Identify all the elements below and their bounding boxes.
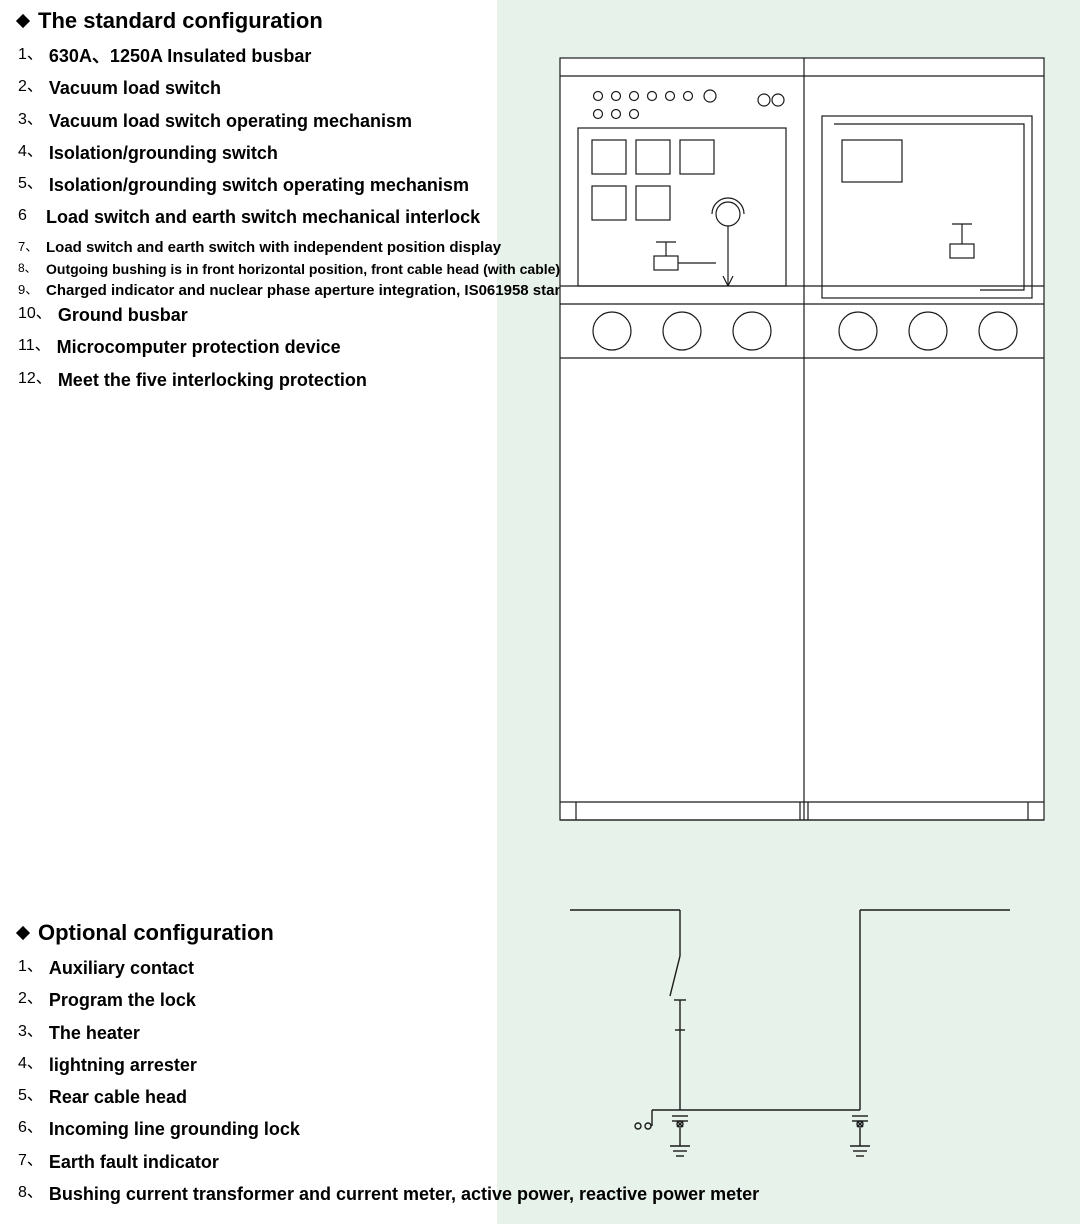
list-number: 1、 [18, 956, 43, 978]
list-number: 6、 [18, 1117, 43, 1139]
list-text: Earth fault indicator [49, 1150, 219, 1174]
list-text: Outgoing bushing is in front horizontal … [46, 260, 560, 279]
list-number: 2、 [18, 988, 43, 1010]
list-text: Isolation/grounding switch operating mec… [49, 173, 469, 197]
list-text: Program the lock [49, 988, 196, 1012]
list-text: Load switch and earth switch mechanical … [46, 205, 480, 229]
cabinet-diagram [558, 56, 1046, 832]
list-number: 2、 [18, 76, 43, 98]
list-number: 8、 [18, 260, 40, 276]
diamond-bullet-icon [16, 926, 30, 940]
list-text: Vacuum load switch [49, 76, 221, 100]
list-number: 1、 [18, 44, 43, 66]
list-number: 10、 [18, 303, 52, 325]
list-number: 6 [18, 205, 40, 227]
list-number: 3、 [18, 109, 43, 131]
list-number: 8、 [18, 1182, 43, 1204]
diamond-bullet-icon [16, 14, 30, 28]
list-number: 12、 [18, 368, 52, 390]
list-text: The heater [49, 1021, 140, 1045]
list-number: 7、 [18, 238, 40, 256]
list-number: 11、 [18, 335, 51, 357]
list-text: Charged indicator and nuclear phase aper… [46, 281, 596, 301]
list-text: Isolation/grounding switch [49, 141, 278, 165]
list-text: lightning arrester [49, 1053, 197, 1077]
list-number: 7、 [18, 1150, 43, 1172]
list-text: Ground busbar [58, 303, 188, 327]
section2-title-text: Optional configuration [38, 920, 274, 946]
circuit-diagram [560, 900, 1020, 1200]
list-text: Meet the five interlocking protection [58, 368, 367, 392]
list-text: Microcomputer protection device [57, 335, 341, 359]
list-number: 4、 [18, 1053, 43, 1075]
list-number: 5、 [18, 1085, 43, 1107]
list-text: Incoming line grounding lock [49, 1117, 300, 1141]
list-text: Auxiliary contact [49, 956, 194, 980]
list-number: 3、 [18, 1021, 43, 1043]
list-text: Rear cable head [49, 1085, 187, 1109]
section1-title: The standard configuration [18, 8, 698, 34]
list-number: 4、 [18, 141, 43, 163]
list-number: 9、 [18, 281, 40, 299]
list-text: Vacuum load switch operating mechanism [49, 109, 412, 133]
list-text: Load switch and earth switch with indepe… [46, 238, 501, 258]
list-text: 630A、1250A Insulated busbar [49, 44, 311, 68]
list-number: 5、 [18, 173, 43, 195]
section1-title-text: The standard configuration [38, 8, 323, 34]
